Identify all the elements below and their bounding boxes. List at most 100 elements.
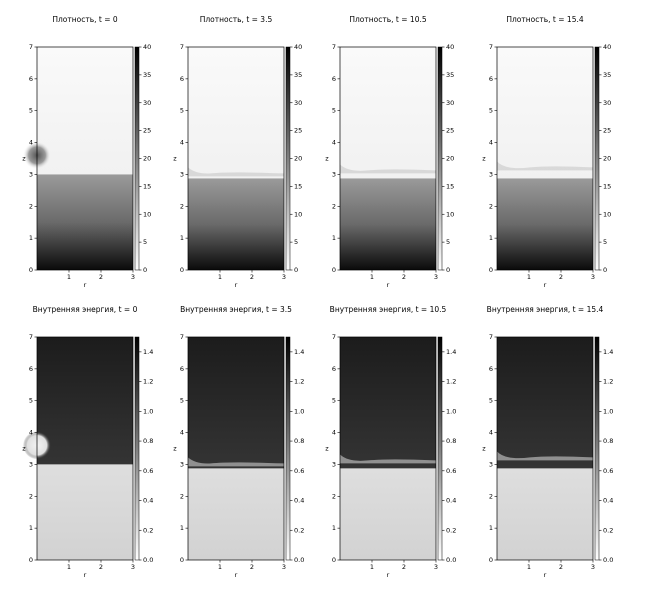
y-axis-label: z	[22, 445, 26, 453]
y-tick-label: 7	[332, 333, 336, 341]
colorbar-tick-label: 0.0	[143, 556, 153, 564]
colorbar-tick-label: 35	[603, 71, 611, 79]
x-tick-label: 2	[99, 273, 103, 281]
colorbar-tick-label: 0.4	[294, 497, 304, 505]
colorbar-tick-label: 35	[446, 71, 454, 79]
y-tick-label: 1	[29, 234, 33, 242]
colorbar-tick-label: 0	[446, 266, 450, 274]
field-lower	[37, 174, 133, 270]
plot-frame	[36, 46, 134, 271]
y-tick-label: 1	[180, 524, 184, 532]
y-axis-label: z	[173, 445, 177, 453]
y-tick-label: 1	[180, 234, 184, 242]
field-lower	[188, 468, 284, 560]
colorbar-tick-label: 35	[143, 71, 151, 79]
y-tick-label: 3	[29, 170, 33, 178]
colorbar-tick-label: 30	[294, 99, 302, 107]
colorbar-tick-label: 25	[603, 127, 611, 135]
y-tick-label: 5	[489, 107, 493, 115]
colorbar-tick-label: 0.6	[294, 467, 304, 475]
field-upper	[37, 47, 133, 175]
colorbar-tick-label: 0.8	[603, 437, 613, 445]
y-tick-label: 3	[489, 460, 493, 468]
colorbar	[285, 336, 291, 561]
colorbar-tick-label: 15	[446, 182, 454, 190]
colorbar-tick-label: 0.8	[143, 437, 153, 445]
y-tick-label: 4	[180, 429, 184, 437]
y-tick-label: 7	[180, 333, 184, 341]
y-tick-label: 6	[180, 365, 184, 373]
x-tick-label: 1	[370, 563, 374, 571]
panel: Внутренняя энергия, t = 15.4 r z 1 2 3 0 1 2 3 4 5 6…	[482, 305, 613, 579]
panel-title: Внутренняя энергия, t = 0	[33, 305, 138, 314]
x-axis-label: r	[84, 571, 87, 579]
y-tick-label: 4	[332, 429, 336, 437]
colorbar-tick-label: 1.0	[446, 407, 456, 415]
y-tick-label: 1	[489, 524, 493, 532]
mixing-layer	[188, 457, 284, 467]
colorbar-tick-label: 20	[446, 155, 454, 163]
y-tick-label: 6	[489, 75, 493, 83]
y-tick-label: 6	[29, 365, 33, 373]
y-tick-label: 6	[332, 365, 336, 373]
y-tick-label: 5	[332, 107, 336, 115]
y-tick-label: 0	[180, 556, 184, 564]
colorbar	[594, 46, 600, 271]
colorbar-tick-label: 5	[603, 238, 607, 246]
y-tick-label: 3	[180, 460, 184, 468]
x-tick-label: 3	[131, 563, 135, 571]
colorbar-tick-label: 40	[143, 43, 151, 51]
colorbar-tick-label: 1.2	[294, 378, 304, 386]
field-lower	[497, 468, 593, 560]
y-tick-label: 0	[180, 266, 184, 274]
x-tick-label: 1	[67, 273, 71, 281]
colorbar-tick-label: 5	[294, 238, 298, 246]
colorbar	[437, 46, 443, 271]
y-tick-label: 0	[332, 556, 336, 564]
field-lower	[497, 178, 593, 270]
field-lower	[37, 464, 133, 560]
y-tick-label: 3	[332, 170, 336, 178]
x-axis-label: r	[387, 281, 390, 289]
x-axis-label: r	[544, 281, 547, 289]
y-tick-label: 5	[29, 107, 33, 115]
y-tick-label: 2	[489, 202, 493, 210]
x-tick-label: 1	[527, 273, 531, 281]
plot-frame	[339, 336, 437, 561]
colorbar-tick-label: 1.2	[603, 378, 613, 386]
colorbar-tick-label: 0.0	[603, 556, 613, 564]
field-upper	[37, 337, 133, 465]
colorbar	[134, 46, 140, 271]
x-tick-label: 2	[250, 563, 254, 571]
y-tick-label: 7	[29, 43, 33, 51]
y-tick-label: 1	[332, 234, 336, 242]
colorbar-tick-label: 35	[294, 71, 302, 79]
x-tick-label: 3	[591, 273, 595, 281]
field-upper	[497, 47, 593, 179]
colorbar	[437, 336, 443, 561]
y-tick-label: 1	[489, 234, 493, 242]
colorbar-tick-label: 0	[294, 266, 298, 274]
x-tick-label: 2	[402, 273, 406, 281]
panel: Внутренняя энергия, t = 10.5 r z 1 2 3 0 1 2 3 4 5 6…	[325, 305, 456, 579]
plot-frame	[36, 336, 134, 561]
colorbar-tick-label: 0	[603, 266, 607, 274]
colorbar-tick-label: 30	[603, 99, 611, 107]
plot-frame	[187, 46, 285, 271]
colorbar-tick-label: 15	[294, 182, 302, 190]
colorbar-tick-label: 20	[603, 155, 611, 163]
x-tick-label: 2	[99, 563, 103, 571]
colorbar-tick-label: 1.2	[446, 378, 456, 386]
colorbar-tick-label: 0.4	[143, 497, 153, 505]
y-tick-label: 3	[489, 170, 493, 178]
mixing-layer	[497, 451, 593, 461]
colorbar-tick-label: 40	[446, 43, 454, 51]
y-tick-label: 0	[332, 266, 336, 274]
y-tick-label: 7	[489, 43, 493, 51]
colorbar-tick-label: 0.6	[603, 467, 613, 475]
mixing-layer	[188, 167, 284, 177]
plot-frame	[339, 46, 437, 271]
x-axis-label: r	[235, 281, 238, 289]
